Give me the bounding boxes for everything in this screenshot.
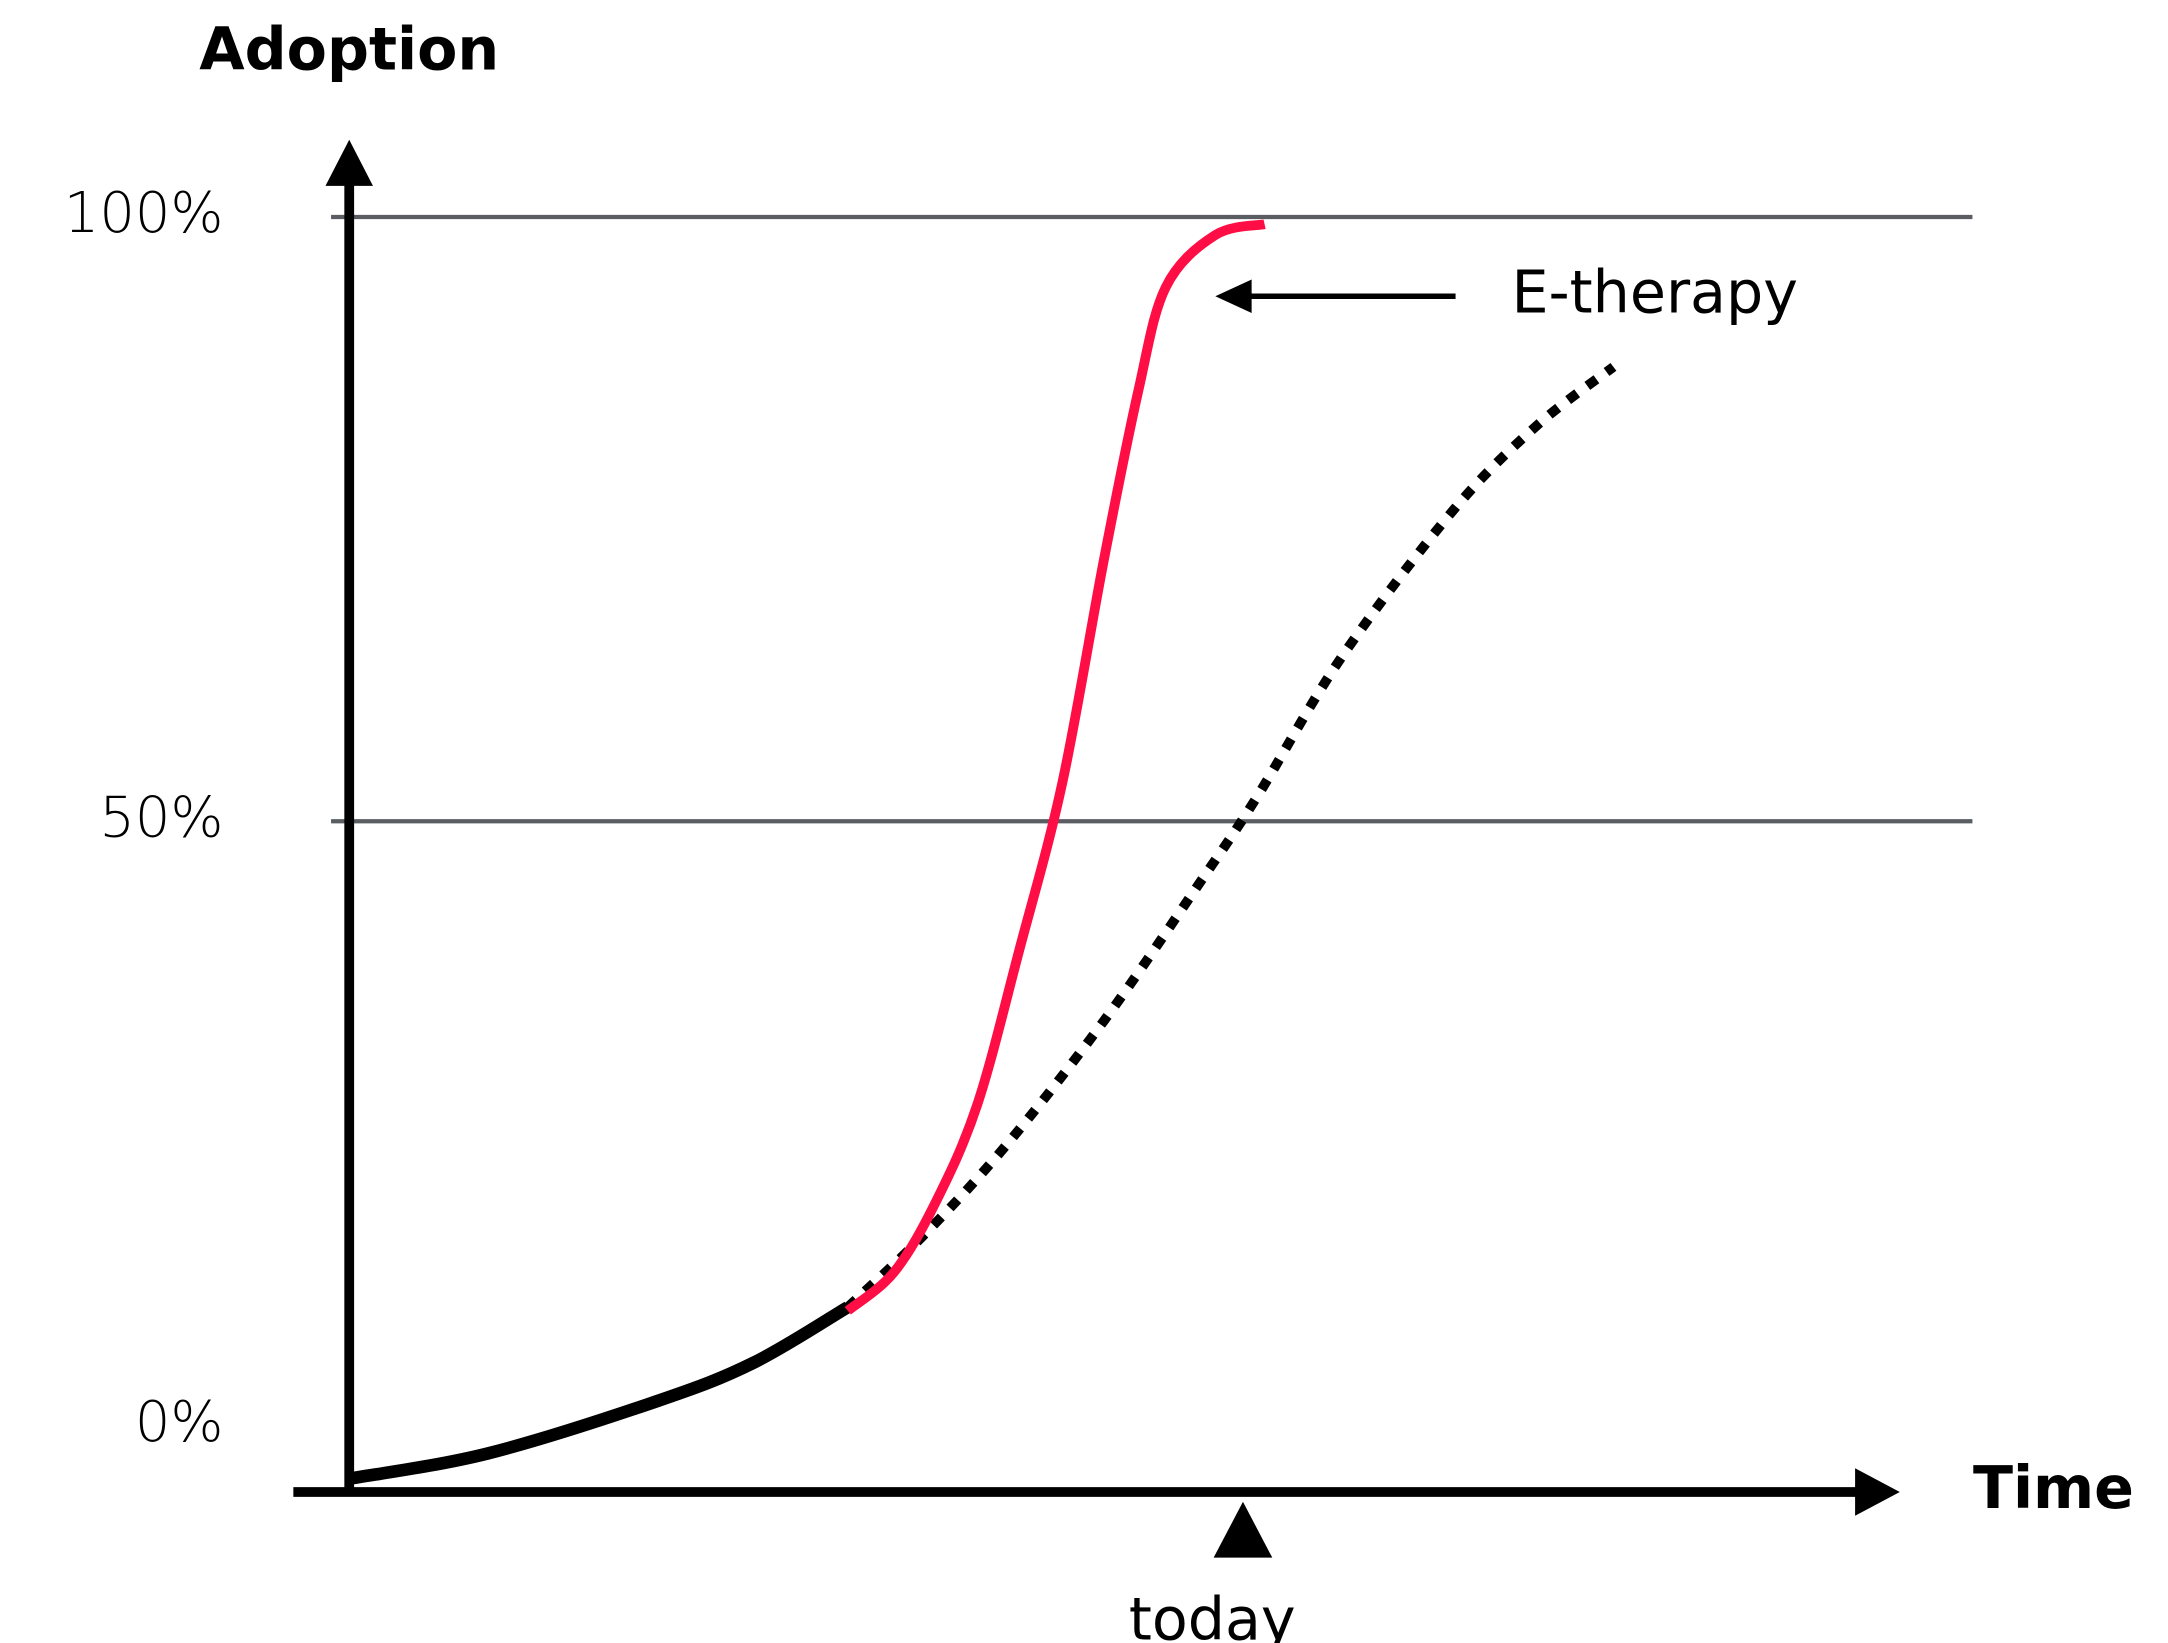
y-axis-arrow (325, 139, 373, 186)
line (348, 1301, 852, 1485)
annotation-arrowhead (1215, 279, 1252, 314)
today-marker (1213, 1501, 1273, 1558)
x-axis-title: Time (1973, 1454, 2134, 1522)
today-label: today (1129, 1585, 1296, 1643)
line (844, 219, 1266, 1315)
y-tick-label: 50% (99, 786, 223, 851)
y-tick-label: 100% (64, 181, 224, 246)
annotation-label: E-therapy (1511, 258, 1798, 326)
x-axis-arrow (1855, 1468, 1900, 1516)
y-axis-title: Adoption (199, 15, 499, 83)
dotted-line (844, 362, 1617, 1311)
y-tick-label: 0% (135, 1390, 224, 1455)
